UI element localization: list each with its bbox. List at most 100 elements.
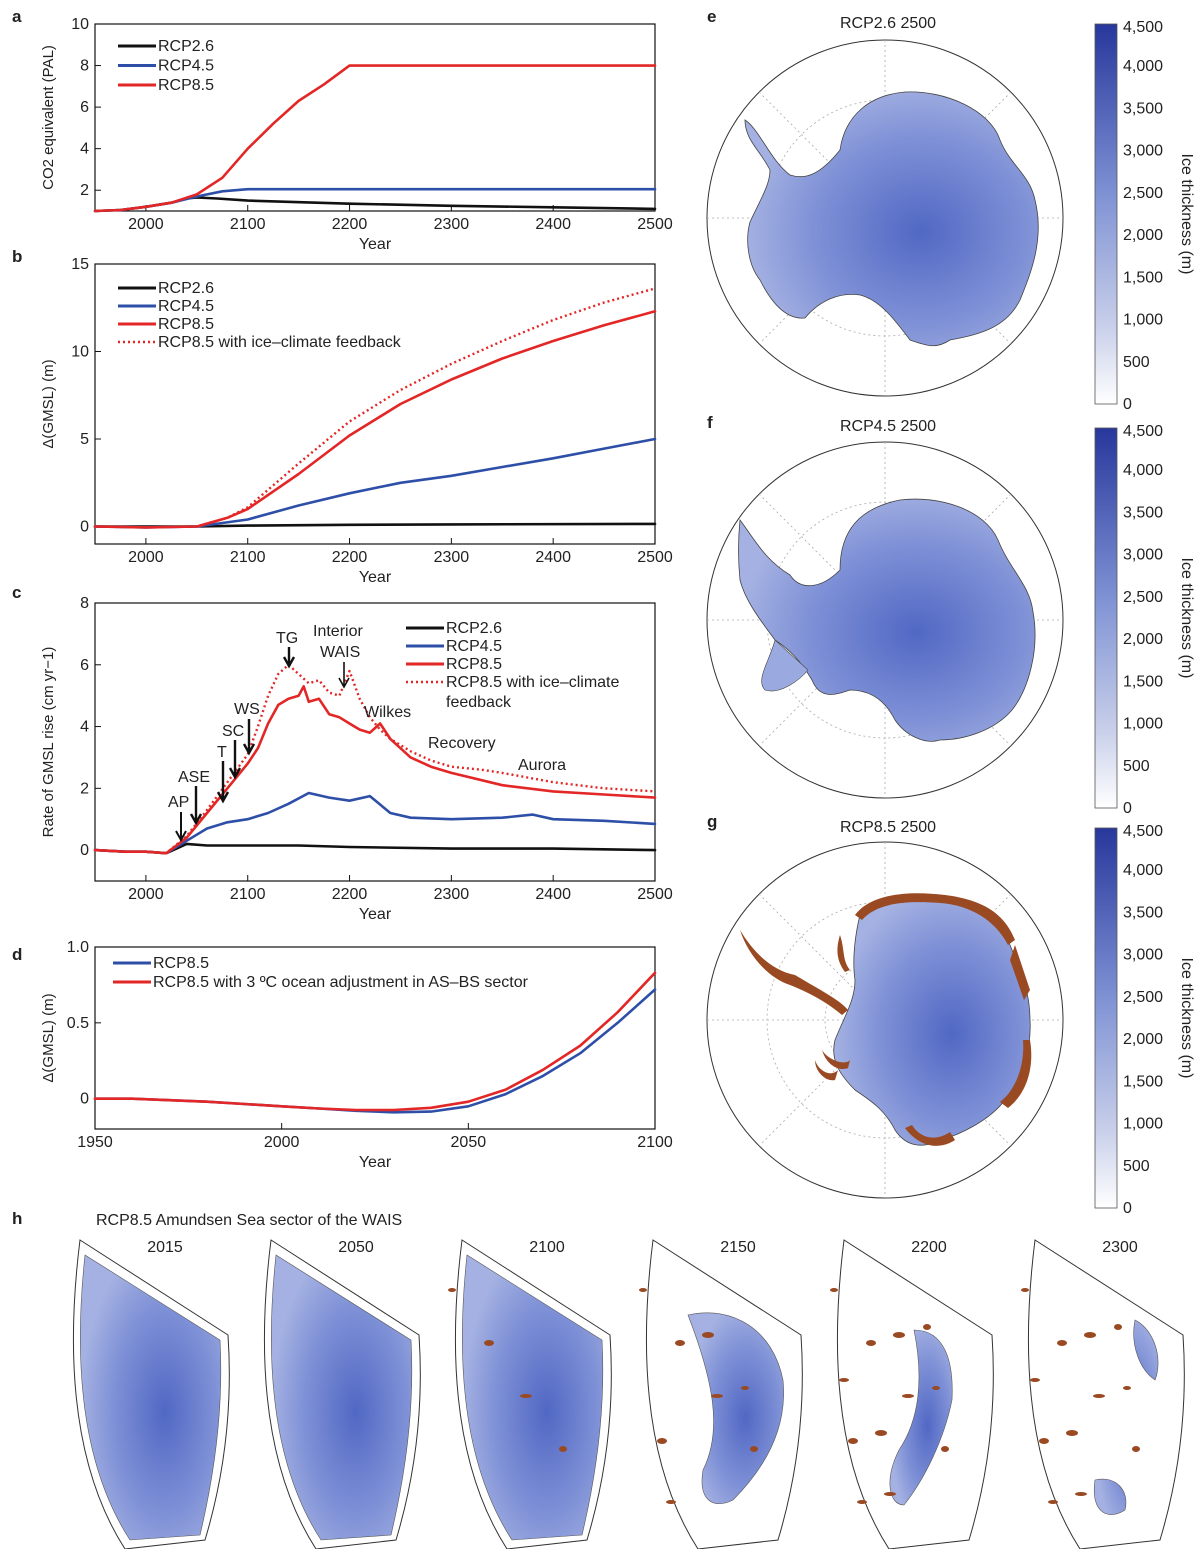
- retreat-spot: [1075, 1492, 1087, 1496]
- sector-ice: [271, 1254, 413, 1541]
- map-e: RCP2.6 2500: [706, 15, 1064, 397]
- retreat-spot: [639, 1288, 647, 1292]
- y-tick-label: 4: [80, 719, 89, 736]
- map-g: RCP8.5 2500: [706, 819, 1064, 1199]
- retreat-spot: [1048, 1500, 1058, 1504]
- annotation-wais: WAIS: [320, 644, 360, 661]
- retreat-spot: [839, 1378, 849, 1382]
- legend-label: RCP4.5: [158, 298, 214, 315]
- colorbar-tick-label: 3,500: [1123, 904, 1163, 921]
- chart-b: 2000 2100 2200 2300 2400 2500 0 5 10 15 Year Δ(GMSL…: [40, 256, 673, 586]
- retreat-spot: [702, 1332, 714, 1338]
- series-line: [94, 287, 656, 529]
- chart-d: 1950 2000 2050 2100 0 0.5 1.0 Year Δ(GMSL) (m) RC…: [40, 939, 673, 1171]
- retreat-spot: [1114, 1324, 1122, 1330]
- panel-label-h: h: [12, 1209, 22, 1228]
- retreat-spot: [448, 1288, 456, 1292]
- series-line: [93, 437, 657, 529]
- x-axis-label: Year: [359, 236, 392, 253]
- retreat-spot: [675, 1340, 685, 1346]
- legend-label: RCP8.5: [158, 77, 214, 94]
- colorbar-tick-label: 3,000: [1123, 947, 1163, 964]
- annotation-ase: ASE: [178, 769, 210, 786]
- annotation-interior: Interior: [313, 623, 363, 640]
- retreat-spot: [893, 1332, 905, 1338]
- plot-frame: [94, 946, 656, 1130]
- x-tick-label: 2400: [535, 216, 571, 233]
- plot-frame: [94, 23, 656, 212]
- x-tick-label: 2000: [128, 886, 164, 903]
- colorbar-tick-label: 1,000: [1123, 312, 1163, 329]
- y-tick-label: 0: [80, 842, 89, 859]
- y-axis-label: Rate of GMSL rise (cm yr−1): [40, 647, 57, 838]
- map-f: RCP4.5 2500: [706, 418, 1064, 799]
- y-tick-label: 0: [80, 519, 89, 536]
- retreat-spot: [484, 1340, 494, 1346]
- y-tick-label: 15: [71, 256, 89, 273]
- panel-label-e: e: [707, 7, 716, 26]
- x-tick-label: 2300: [434, 549, 470, 566]
- colorbar-tick-label: 4,000: [1123, 862, 1163, 879]
- legend-label: RCP8.5: [446, 656, 502, 673]
- sector-panel: 2200: [830, 1239, 994, 1549]
- legend-label: RCP2.6: [158, 280, 214, 297]
- retreat-spot: [1066, 1430, 1078, 1436]
- colorbar: [1094, 23, 1118, 405]
- x-tick-label: 2400: [535, 549, 571, 566]
- x-tick-label: 1950: [77, 1134, 113, 1151]
- y-tick-label: 10: [71, 16, 89, 33]
- x-tick-label: 2200: [332, 549, 368, 566]
- colorbar-tick-label: 4,000: [1123, 462, 1163, 479]
- retreat-spot: [875, 1430, 887, 1436]
- plot-frame: [94, 263, 656, 545]
- sector-year: 2015: [147, 1239, 183, 1256]
- sector-year: 2150: [720, 1239, 756, 1256]
- y-tick-label: 8: [80, 58, 89, 75]
- annotation-tg: TG: [276, 630, 298, 647]
- colorbar-tick-label: 0: [1123, 1200, 1132, 1217]
- x-tick-label: 2100: [230, 886, 266, 903]
- annotation-ws: WS: [234, 701, 260, 718]
- legend-label: RCP2.6: [446, 620, 502, 637]
- legend-label: RCP8.5: [153, 955, 209, 972]
- retreat-spot: [741, 1386, 749, 1390]
- retreat-spot: [941, 1446, 949, 1452]
- y-tick-label: 0.5: [67, 1015, 89, 1032]
- y-tick-label: 6: [80, 657, 89, 674]
- legend-label: RCP4.5: [158, 58, 214, 75]
- map-title-f: RCP4.5 2500: [840, 418, 936, 435]
- x-tick-label: 2100: [230, 216, 266, 233]
- y-tick-label: 10: [71, 344, 89, 361]
- retreat-spot: [1021, 1288, 1029, 1292]
- sector-ice: [687, 1312, 784, 1505]
- retreat-spot: [1030, 1378, 1040, 1382]
- sector-ice: [1093, 1319, 1159, 1515]
- sector-panel: 2150: [639, 1239, 803, 1549]
- retreat-spot: [711, 1394, 723, 1398]
- legend-label: RCP8.5 with 3 ºC ocean adjustment in AS–…: [153, 974, 529, 991]
- x-tick-label: 2200: [332, 886, 368, 903]
- panel-label-a: a: [12, 7, 22, 26]
- chart-c-annotations: AP ASE T SC WS TG Interior WAIS Wilkes R…: [168, 623, 566, 843]
- colorbar-tick-label: 2,000: [1123, 227, 1163, 244]
- colorbar-label: Ice thickness (m): [1178, 558, 1195, 679]
- x-tick-label: 2300: [434, 216, 470, 233]
- retreat-spot: [750, 1446, 758, 1452]
- retreat-spot: [848, 1438, 858, 1444]
- panel-label-g: g: [707, 812, 717, 831]
- retreat-spot: [1123, 1386, 1131, 1390]
- sector-ice: [80, 1254, 222, 1541]
- legend-label-continued: feedback: [446, 694, 512, 711]
- retreat-spot: [1132, 1446, 1140, 1452]
- legend-label: RCP2.6: [158, 38, 214, 55]
- map-title-g: RCP8.5 2500: [840, 819, 936, 836]
- retreat-spot: [1093, 1394, 1105, 1398]
- x-tick-label: 2000: [128, 216, 164, 233]
- colorbar-tick-label: 2,500: [1123, 185, 1163, 202]
- x-axis-label: Year: [359, 906, 392, 923]
- colorbar-tick-label: 0: [1123, 396, 1132, 413]
- colorbar-tick-label: 500: [1123, 354, 1150, 371]
- colorbar-tick-label: 3,500: [1123, 504, 1163, 521]
- annotation-ap: AP: [168, 794, 189, 811]
- annotation-t: T: [217, 744, 227, 761]
